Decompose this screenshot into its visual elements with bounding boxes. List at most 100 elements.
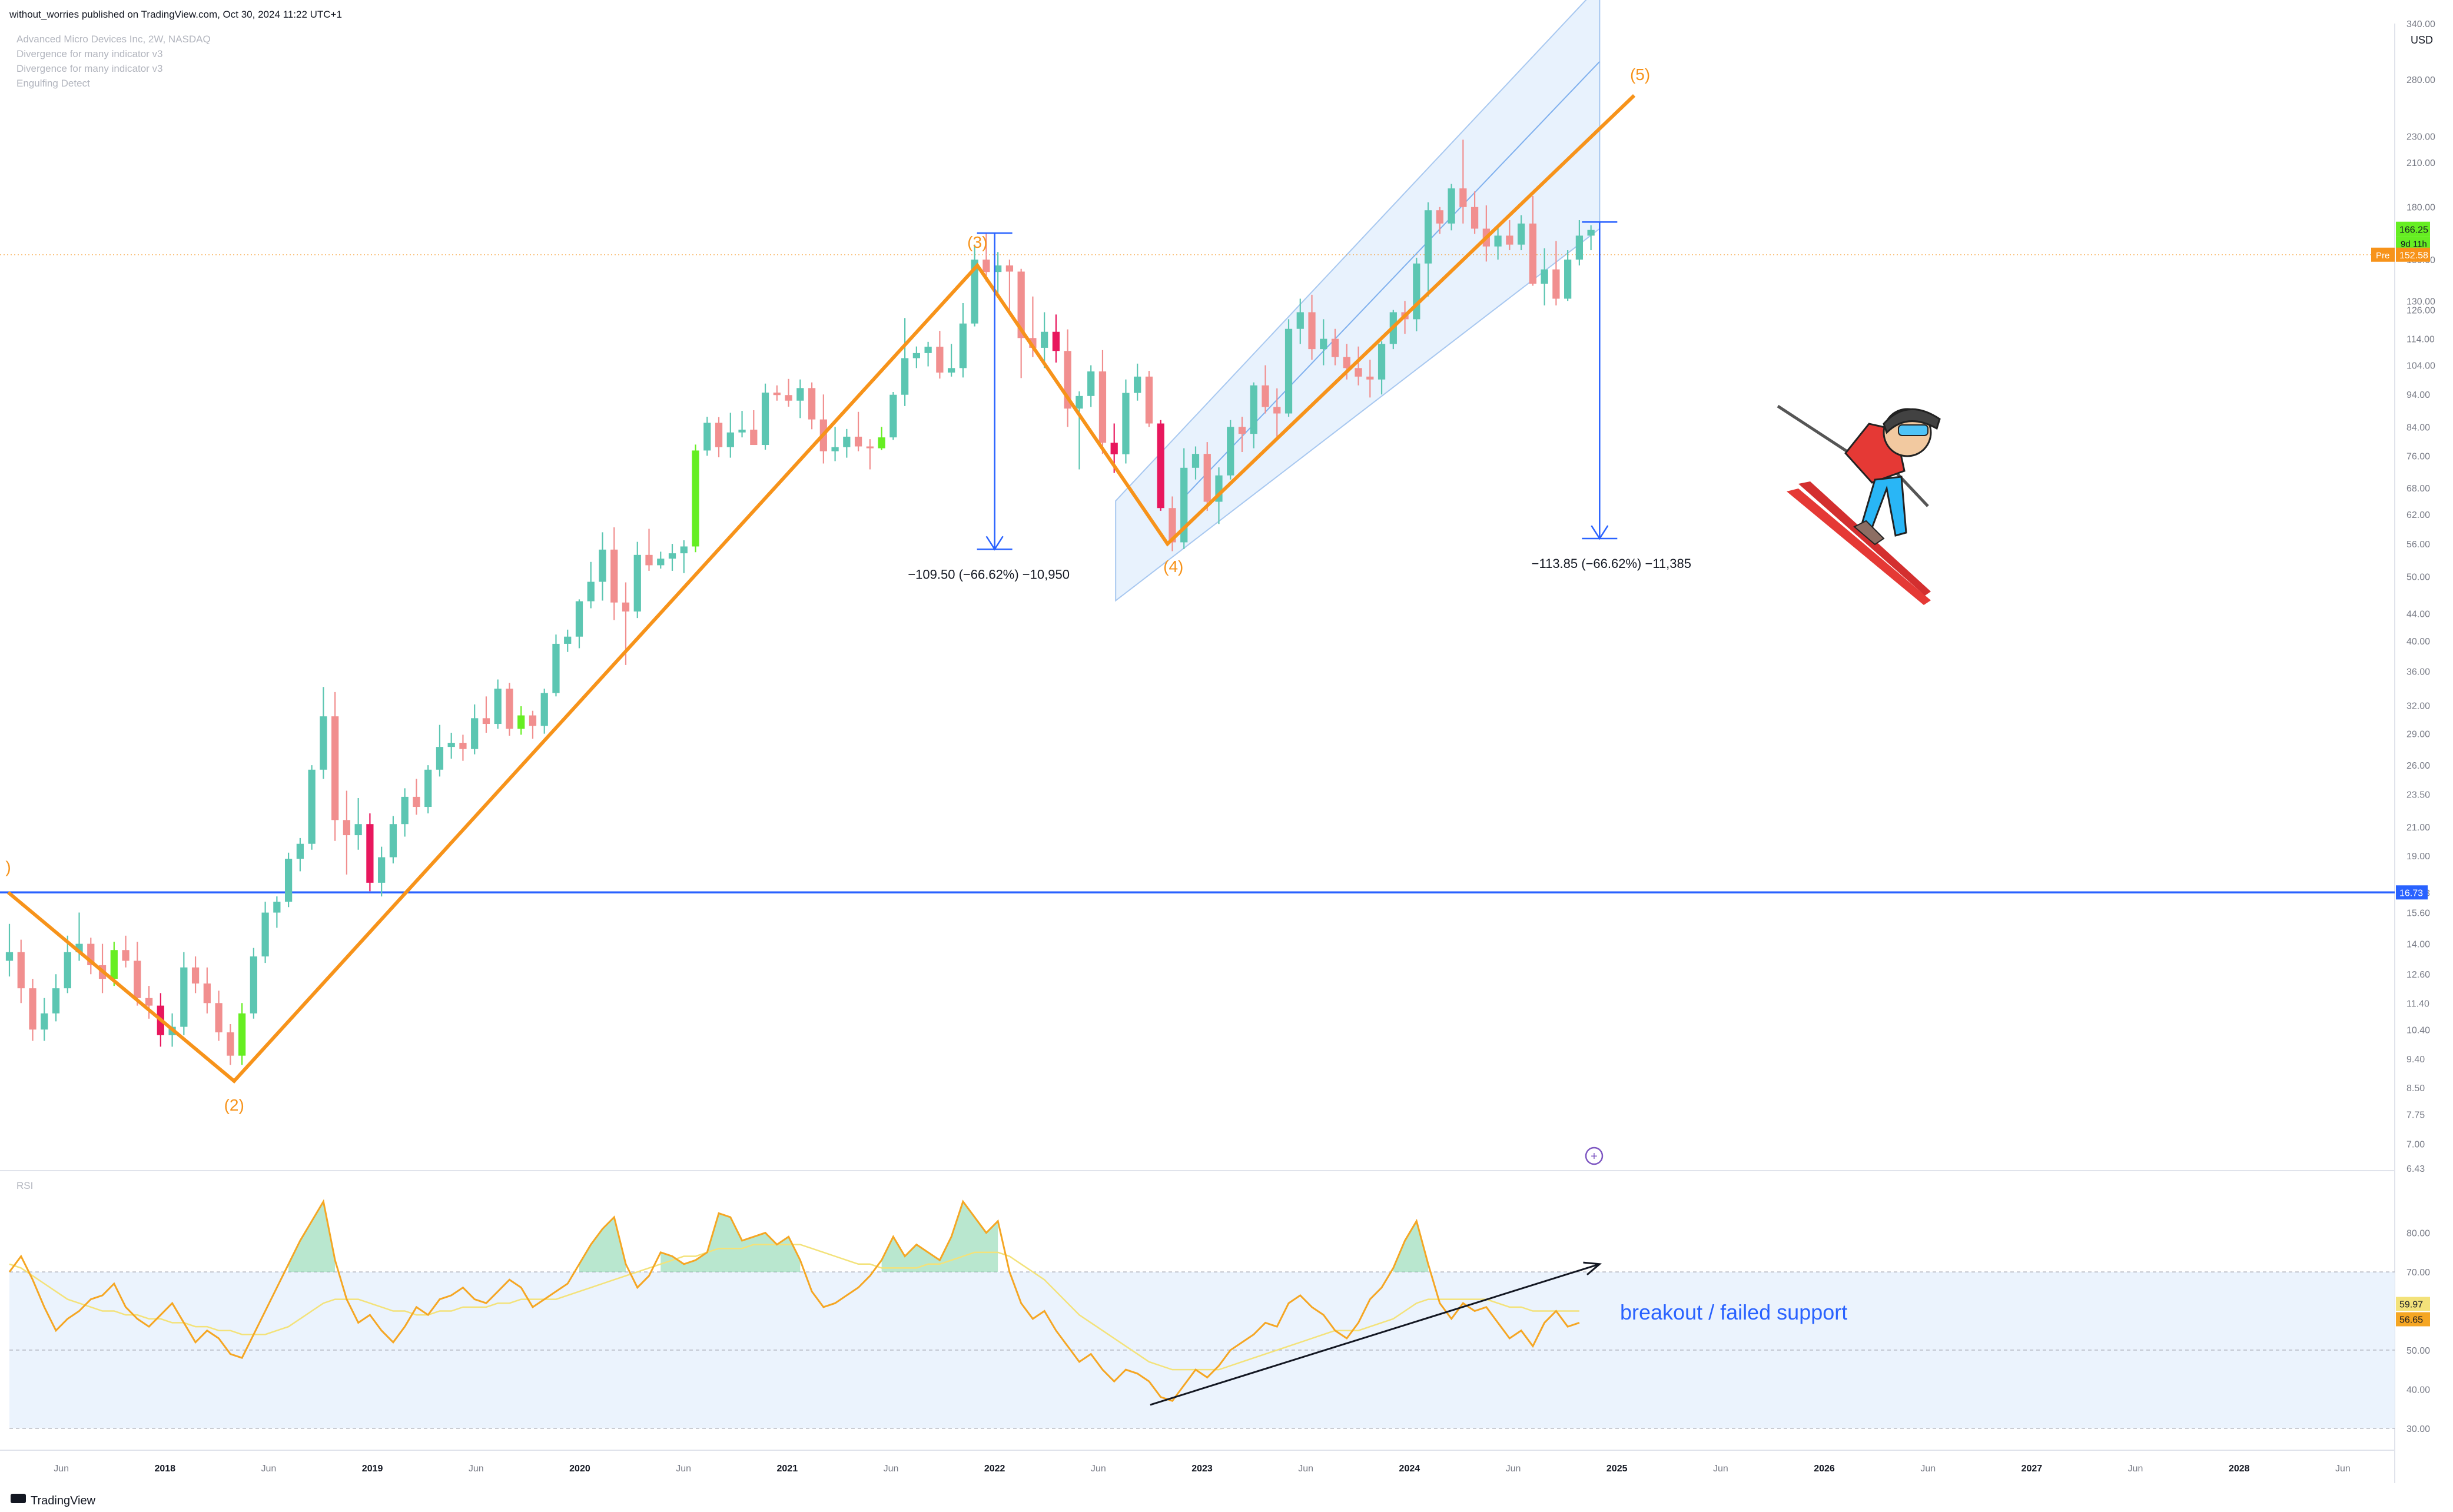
wave-label: (3) [967, 233, 987, 251]
last-price-badge [2396, 221, 2430, 237]
price-tick-label: 36.00 [2406, 667, 2430, 677]
time-axis-label: 2027 [2022, 1464, 2043, 1474]
candle-body [564, 636, 572, 644]
candle-body [645, 554, 653, 566]
candle-body [1157, 423, 1164, 509]
candle-body [1343, 357, 1350, 368]
candle-body [854, 436, 862, 447]
candle-body [1506, 235, 1513, 245]
price-tick-label: 44.00 [2406, 609, 2430, 619]
candle-body [529, 715, 537, 726]
compare-icon [1585, 1147, 1604, 1165]
skier-illustration [1883, 408, 1941, 434]
indicator-legend-1: Divergence for many indicator v3 [16, 48, 163, 59]
candle-body [1052, 331, 1060, 351]
price-tick-label: 280.00 [2406, 75, 2435, 85]
candle-body [1436, 210, 1443, 224]
channel-midline [1184, 61, 1601, 497]
time-axis-label: 2020 [569, 1464, 590, 1474]
time-axis-label: 2019 [362, 1464, 383, 1474]
candle-body [1203, 454, 1211, 502]
candle-body [354, 824, 362, 836]
price-tick-label: 126.00 [2406, 306, 2435, 316]
candle-body [366, 824, 374, 883]
publisher-line: without_worries published on TradingView… [9, 9, 342, 20]
price-tick-label: 180.00 [2406, 203, 2435, 213]
rsi-trendline-arrowhead [1583, 1261, 1602, 1276]
rsi-badge [2396, 1312, 2430, 1327]
candle-body [1180, 467, 1188, 543]
rsi-ma-line [9, 1244, 1579, 1371]
candle-body [180, 967, 188, 1027]
candle-body [284, 859, 293, 902]
candle-body [238, 1013, 246, 1056]
skier-illustration [1798, 481, 1931, 596]
price-tick-label: 104.00 [2406, 361, 2435, 371]
price-tick-label: 210.00 [2406, 158, 2435, 168]
candle-body [796, 388, 804, 401]
candle-body [389, 824, 397, 858]
candle-body [680, 546, 688, 554]
candle-body [424, 769, 432, 807]
candle-body [447, 743, 455, 747]
candle-body [110, 950, 118, 979]
price-tick-label: 14.00 [2406, 940, 2430, 950]
symbol-title: Advanced Micro Devices Inc, 2W, NASDAQ [16, 34, 211, 45]
pre-value-badge [2396, 247, 2430, 262]
price-tick-label: 9.40 [2406, 1055, 2425, 1065]
candle-body [145, 998, 153, 1006]
time-axis-label: 2028 [2229, 1464, 2250, 1474]
candle-body [1541, 269, 1548, 284]
skier-illustration [1787, 489, 1931, 605]
time-axis-label: 2025 [1606, 1464, 1628, 1474]
candle-body [459, 743, 467, 749]
pre-tag-badge [2371, 247, 2395, 262]
candle-body [622, 602, 630, 612]
candle-body [436, 747, 444, 770]
skier-illustration [1777, 404, 1855, 458]
rsi-overbought-fill [579, 1217, 626, 1272]
candle-body [657, 559, 665, 566]
candle-body [1448, 188, 1455, 224]
rsi-ma-badge-label: 59.97 [2399, 1300, 2423, 1310]
candle-body [1308, 312, 1316, 350]
candle-body [506, 689, 513, 729]
rsi-tick-label: 40.00 [2406, 1385, 2430, 1395]
time-axis-label: 2022 [984, 1464, 1005, 1474]
price-tick-label: 32.00 [2406, 701, 2430, 711]
price-tick-label: 56.00 [2406, 540, 2430, 550]
candle-body [1564, 260, 1572, 299]
price-tick-label: 114.00 [2406, 335, 2435, 345]
candle-body [540, 693, 548, 726]
candle-body [599, 549, 606, 582]
candle-body [517, 715, 525, 729]
price-tick-label: 76.00 [2406, 451, 2430, 461]
elliott-wave-line [7, 94, 1636, 1084]
candle-body [122, 950, 130, 961]
candle-body [1284, 328, 1293, 414]
candle-body [1169, 508, 1176, 543]
candle-body [1575, 235, 1584, 260]
candle-body [1238, 427, 1246, 434]
price-tick-label: 84.00 [2406, 423, 2430, 433]
candle-body [1377, 344, 1386, 380]
candle-body [924, 347, 932, 353]
candle-body [273, 902, 281, 913]
time-axis-label: Jun [2128, 1464, 2143, 1474]
rsi-overbought-fill [288, 1201, 336, 1272]
time-axis-label: Jun [884, 1464, 899, 1474]
candle-body [41, 1013, 48, 1030]
candle-body [17, 952, 25, 989]
candle-body [1134, 376, 1141, 393]
price-tick-label: 12.60 [2406, 970, 2430, 980]
price-tick-label: 21.00 [2406, 823, 2430, 833]
time-axis-label: 2021 [777, 1464, 798, 1474]
candle-body [1250, 385, 1257, 434]
candle-body [901, 358, 909, 395]
price-tick-label: 6.43 [2406, 1164, 2425, 1174]
tradingview-brand[interactable]: TradingView [31, 1494, 96, 1507]
rsi-title: RSI [16, 1180, 33, 1191]
candle-body [889, 394, 897, 438]
